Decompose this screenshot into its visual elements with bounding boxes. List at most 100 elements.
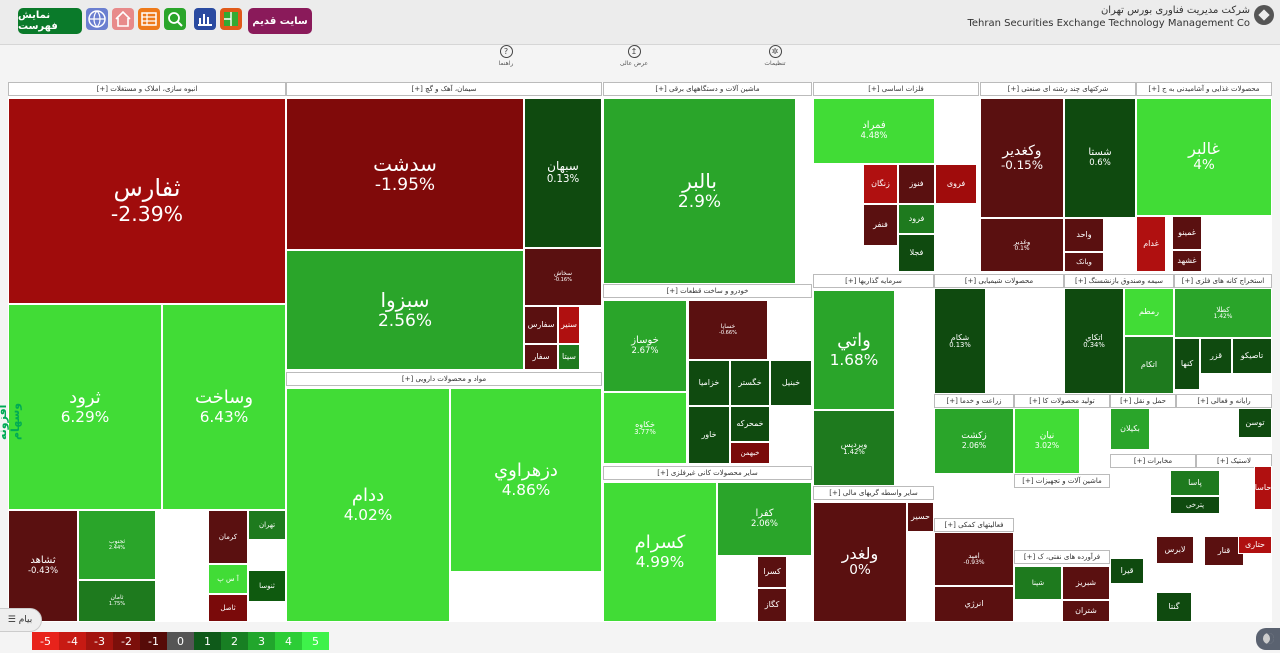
stock-tile[interactable]: سفار [524,344,558,370]
stock-tile[interactable]: فنفر [863,204,898,246]
stock-tile[interactable]: سبزوا 2.56% [286,250,524,370]
display-button[interactable]: ↥ عرض عالی [614,45,654,67]
sector-header[interactable]: سایر واسطه گریهای مالی [+] [813,486,934,500]
stock-tile[interactable]: خبهمن [730,442,770,464]
stock-tile[interactable]: زنگان [863,164,898,204]
stock-tile[interactable]: خوساز 2.67% [603,300,687,392]
stock-tile[interactable]: سیتا [558,344,580,370]
stock-tile[interactable]: ثفارس -2.39% [8,98,286,304]
stock-tile[interactable]: کسرام 4.99% [603,482,717,622]
stock-tile[interactable]: واحد [1064,218,1104,252]
stock-tile[interactable]: نیان 3.02% [1014,408,1080,474]
stock-tile[interactable]: لابرس [1156,536,1194,564]
sector-header[interactable]: سایر محصولات کانی غیرفلزی [+] [603,466,812,480]
stock-tile[interactable]: ثشاهد -0.43% [8,510,78,622]
stock-tile[interactable]: بالبر 2.9% [603,98,796,284]
stock-tile[interactable]: شستا 0.6% [1064,98,1136,218]
stock-tile[interactable]: سبهان 0.13% [524,98,602,248]
sector-header[interactable]: تولید محصولات کا [+] [1014,394,1110,408]
old-site-button[interactable]: سایت قدیم [248,8,312,34]
stock-tile[interactable]: اتکام [1124,336,1174,394]
stock-tile[interactable]: ویردیس 1.42% [813,410,895,486]
stock-tile[interactable]: پاسا [1170,470,1220,496]
stock-tile[interactable]: کرمان [208,510,248,564]
sector-header[interactable]: لاستیک [+] [1196,454,1272,468]
stock-tile[interactable]: تاصیکو [1232,338,1272,374]
stock-tile[interactable]: حاسا [1254,466,1272,510]
sector-header[interactable]: حمل و نقل [+] [1110,394,1176,408]
table-icon[interactable] [138,8,160,30]
sector-header[interactable]: محصولات غذایی و آشامیدنی به ج [+] [1136,82,1272,96]
stock-tile[interactable]: وساخت 6.43% [162,304,286,510]
chart-icon[interactable] [194,8,216,30]
stock-tile[interactable]: سخاش -0.16% [524,248,602,306]
treemap-icon[interactable] [220,8,242,30]
stock-tile[interactable]: ثامان 1.75% [78,580,156,622]
settings-button[interactable]: ✲ تنظیمات [755,45,795,67]
stock-tile[interactable]: سنیر [558,306,580,344]
stock-tile[interactable]: خبنیل [770,360,812,406]
stock-tile[interactable]: قنار [1204,536,1244,566]
stock-tile[interactable]: شتران [1062,600,1110,622]
stock-tile[interactable]: زکشت 2.06% [934,408,1014,474]
stock-tile[interactable]: غشهد [1172,250,1202,272]
stock-tile[interactable]: بکیلان [1110,408,1150,450]
stock-tile[interactable]: شکام 0.13% [934,288,986,394]
stock-tile[interactable]: کگاز [757,588,787,622]
stock-tile[interactable]: انرژي [934,586,1014,622]
globe-icon[interactable] [86,8,108,30]
home-icon[interactable] [112,8,134,30]
stock-tile[interactable]: سدشت -1.95% [286,98,524,250]
sector-header[interactable]: فرآورده های نفتی، ک [+] [1014,550,1110,564]
sector-header[interactable]: فعالیتهای کمکی [+] [934,518,1014,532]
stock-tile[interactable]: ددام 4.02% [286,388,450,622]
stock-tile[interactable]: واتي 1.68% [813,290,895,410]
stock-tile[interactable]: فجلا [898,234,935,272]
stock-tile[interactable]: تهران [248,510,286,540]
stock-tile[interactable]: وبانک [1064,252,1104,272]
stock-tile[interactable]: ثجنوب 2.44% [78,510,156,580]
stock-tile[interactable]: فروی [935,164,977,204]
search-icon[interactable] [164,8,186,30]
stock-tile[interactable]: حتاری [1238,536,1272,554]
sector-header[interactable]: مخابرات [+] [1110,454,1196,468]
sector-header[interactable]: محصولات شیمیایی [+] [934,274,1064,288]
sector-header[interactable]: فلزات اساسی [+] [813,82,979,96]
stock-tile[interactable]: وکغدیر -0.15% [980,98,1064,218]
stock-tile[interactable]: آ س پ [208,564,248,594]
sector-header[interactable]: رایانه و فعالی [+] [1176,394,1272,408]
show-list-button[interactable]: نمایش فهرست [18,8,82,34]
stock-tile[interactable]: پترخی [1170,496,1220,514]
stock-tile[interactable]: خمحرکه [730,406,770,442]
stock-tile[interactable]: فمراد 4.48% [813,98,935,164]
sector-header[interactable]: شرکتهای چند رشته ای صنعتی [+] [980,82,1136,96]
stock-tile[interactable]: قزر [1200,338,1232,374]
stock-tile[interactable]: وغدیر 0.1% [980,218,1064,272]
stock-tile[interactable]: دزهراوي 4.86% [450,388,602,572]
stock-tile[interactable]: خگستر [730,360,770,406]
sector-header[interactable]: سیمه وصندوق بازنشستگ [+] [1064,274,1174,288]
stock-tile[interactable]: اتکاي 0.34% [1064,288,1124,394]
stock-tile[interactable]: اميد -0.93% [934,532,1014,586]
sector-header[interactable]: خودرو و ساخت قطعات [+] [603,284,812,298]
stock-tile[interactable]: توسن [1238,408,1272,438]
stock-tile[interactable]: کسرا [757,556,787,588]
stock-tile[interactable]: ثاصل [208,594,248,622]
sector-header[interactable]: سیمان، آهک و گچ [+] [286,82,602,96]
stock-tile[interactable]: خکاوه 3.77% [603,392,687,464]
stock-tile[interactable]: رمطم [1124,288,1174,336]
sector-header[interactable]: مواد و محصولات دارویی [+] [286,372,602,386]
help-button[interactable]: ? راهنما [486,45,526,67]
sector-header[interactable]: ماشین آلات و دستگاههای برقی [+] [603,82,812,96]
stock-tile[interactable]: غالبر 4% [1136,98,1272,216]
stock-tile[interactable]: فرود [898,204,935,234]
stock-tile[interactable]: شبریز [1062,566,1110,600]
stock-tile[interactable]: ولغدر 0% [813,502,907,622]
stock-tile[interactable]: خاور [688,406,730,464]
sector-header[interactable]: زراعت و خدما [+] [934,394,1014,408]
sector-header[interactable]: ماشین آلات و تجهیزات [+] [1014,474,1110,488]
stock-tile[interactable]: خساپا -0.66% [688,300,768,360]
stock-tile[interactable]: فنوز [898,164,935,204]
sector-header[interactable]: استخراج کانه های فلزی [+] [1174,274,1272,288]
menu-button[interactable]: ☰ بیام [0,608,42,632]
